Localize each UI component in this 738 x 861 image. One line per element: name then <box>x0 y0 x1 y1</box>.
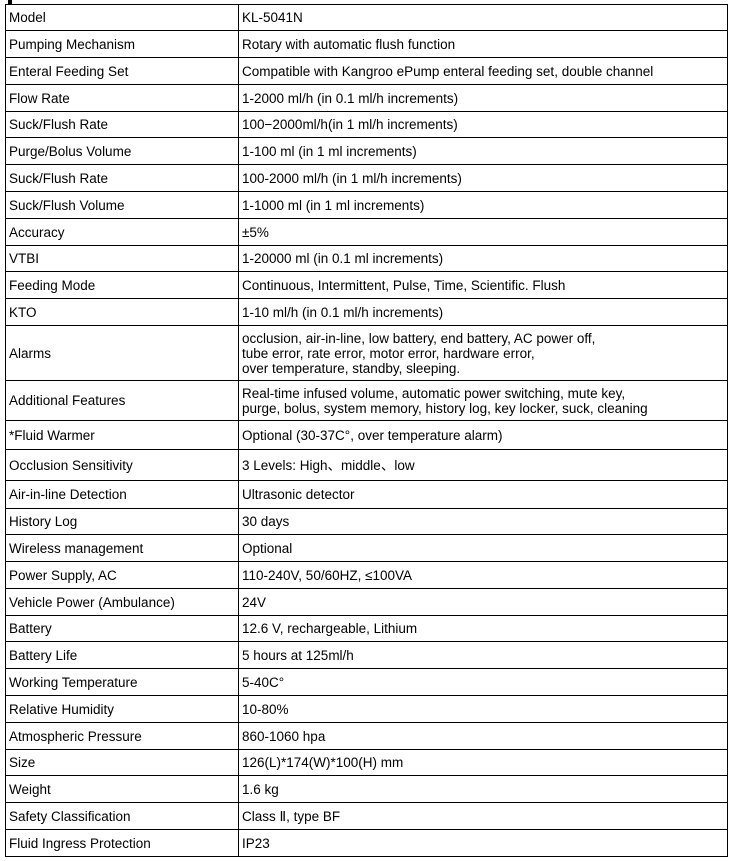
table-row: Working Temperature 5-40C° <box>5 668 728 696</box>
table-row: Atmospheric Pressure 860-1060 hpa <box>5 722 728 750</box>
spec-label: Size <box>5 749 239 776</box>
spec-label: Suck/Flush Rate <box>5 164 239 192</box>
spec-value: 24V <box>238 588 728 616</box>
spec-value: Real-time infused volume, automatic powe… <box>238 380 728 421</box>
spec-value: 1.6 kg <box>238 775 728 803</box>
table-row: Enteral Feeding Set Compatible with Kangr… <box>5 57 728 85</box>
spec-label: Relative Humidity <box>5 695 239 723</box>
spec-value: ±5% <box>238 218 728 246</box>
table-row: Flow Rate 1-2000 ml/h (in 0.1 ml/h increm… <box>5 84 728 112</box>
spec-label: Model <box>5 4 239 31</box>
spec-label: Occlusion Sensitivity <box>5 449 239 481</box>
spec-value: 5 hours at 125ml/h <box>238 641 728 669</box>
spec-label: Suck/Flush Rate <box>5 111 239 138</box>
spec-label: Battery <box>5 615 239 642</box>
spec-value: 126(L)*174(W)*100(H) mm <box>238 749 728 776</box>
table-row: Accuracy ±5% <box>5 218 728 246</box>
spec-label: Battery Life <box>5 641 239 669</box>
spec-value: Ultrasonic detector <box>238 480 728 509</box>
table-row: Fluid Ingress Protection IP23 <box>5 829 728 857</box>
spec-label: Accuracy <box>5 218 239 246</box>
spec-value: Class Ⅱ, type BF <box>238 802 728 830</box>
spec-label: Wireless management <box>5 534 239 562</box>
spec-label: *Fluid Warmer <box>5 420 239 450</box>
spec-value: occlusion, air-in-line, low battery, end… <box>238 325 728 381</box>
spec-value: 10-80% <box>238 695 728 723</box>
spec-label: Atmospheric Pressure <box>5 722 239 750</box>
spec-value: 1-20000 ml (in 0.1 ml increments) <box>238 245 728 272</box>
spec-value: Rotary with automatic flush function <box>238 30 728 58</box>
spec-value: 1-100 ml (in 1 ml increments) <box>238 137 728 165</box>
spec-value: 1-2000 ml/h (in 0.1 ml/h increments) <box>238 84 728 112</box>
table-row: Model KL-5041N <box>5 4 728 31</box>
spec-value: 100-2000 ml/h (in 1 ml/h increments) <box>238 164 728 192</box>
table-row: VTBI 1-20000 ml (in 0.1 ml increments) <box>5 245 728 272</box>
table-row: Suck/Flush Rate 100−2000ml/h(in 1 ml/h in… <box>5 111 728 138</box>
table-row: Battery Life 5 hours at 125ml/h <box>5 641 728 669</box>
spec-label: Flow Rate <box>5 84 239 112</box>
spec-value: 110-240V, 50/60HZ, ≤100VA <box>238 561 728 589</box>
spec-label: Alarms <box>5 325 239 381</box>
spec-value: Continuous, Intermittent, Pulse, Time, S… <box>238 271 728 299</box>
spec-label: Vehicle Power (Ambulance) <box>5 588 239 616</box>
spec-label: Fluid Ingress Protection <box>5 829 239 857</box>
spec-label: Safety Classification <box>5 802 239 830</box>
table-row: Suck/Flush Volume 1-1000 ml (in 1 ml incr… <box>5 191 728 219</box>
table-row: Relative Humidity 10-80% <box>5 695 728 723</box>
spec-value: IP23 <box>238 829 728 857</box>
table-row: Safety Classification Class Ⅱ, type BF <box>5 802 728 830</box>
spec-value: KL-5041N <box>238 4 728 31</box>
table-row: Occlusion Sensitivity 3 Levels: High、midd… <box>5 449 728 481</box>
spec-value: 1-1000 ml (in 1 ml increments) <box>238 191 728 219</box>
table-row: History Log 30 days <box>5 508 728 535</box>
spec-label: Suck/Flush Volume <box>5 191 239 219</box>
specifications-table: Model KL-5041N Pumping Mechanism Rotary wit… <box>5 4 728 857</box>
spec-label: Purge/Bolus Volume <box>5 137 239 165</box>
table-row: Purge/Bolus Volume 1-100 ml (in 1 ml incr… <box>5 137 728 165</box>
table-row: Feeding Mode Continuous, Intermittent, Pu… <box>5 271 728 299</box>
table-row: Battery 12.6 V, rechargeable, Lithium <box>5 615 728 642</box>
spec-label: Additional Features <box>5 380 239 421</box>
spec-value: 12.6 V, rechargeable, Lithium <box>238 615 728 642</box>
table-row: Pumping Mechanism Rotary with automatic f… <box>5 30 728 58</box>
spec-value: 3 Levels: High、middle、low <box>238 449 728 481</box>
table-row: Weight 1.6 kg <box>5 775 728 803</box>
table-row: Alarms occlusion, air-in-line, low batter… <box>5 325 728 381</box>
spec-label: Weight <box>5 775 239 803</box>
spec-value: Compatible with Kangroo ePump enteral fe… <box>238 57 728 85</box>
table-row: *Fluid Warmer Optional (30-37C°, over tem… <box>5 420 728 450</box>
spec-label: Power Supply, AC <box>5 561 239 589</box>
table-row: Vehicle Power (Ambulance) 24V <box>5 588 728 616</box>
cropped-heading-fragment <box>8 0 12 5</box>
spec-value: 860-1060 hpa <box>238 722 728 750</box>
table-row: Wireless management Optional <box>5 534 728 562</box>
spec-value: 100−2000ml/h(in 1 ml/h increments) <box>238 111 728 138</box>
table-row: Air-in-line Detection Ultrasonic detector <box>5 480 728 509</box>
table-row: Suck/Flush Rate 100-2000 ml/h (in 1 ml/h … <box>5 164 728 192</box>
table-row: Additional Features Real-time infused vol… <box>5 380 728 421</box>
spec-value: 1-10 ml/h (in 0.1 ml/h increments) <box>238 298 728 326</box>
table-row: Size 126(L)*174(W)*100(H) mm <box>5 749 728 776</box>
spec-value: Optional (30-37C°, over temperature alar… <box>238 420 728 450</box>
spec-value: 5-40C° <box>238 668 728 696</box>
spec-value: 30 days <box>238 508 728 535</box>
table-row: KTO 1-10 ml/h (in 0.1 ml/h increments) <box>5 298 728 326</box>
spec-value: Optional <box>238 534 728 562</box>
spec-label: KTO <box>5 298 239 326</box>
spec-label: Working Temperature <box>5 668 239 696</box>
spec-label: Air-in-line Detection <box>5 480 239 509</box>
spec-label: Enteral Feeding Set <box>5 57 239 85</box>
spec-label: Feeding Mode <box>5 271 239 299</box>
spec-label: Pumping Mechanism <box>5 30 239 58</box>
table-row: Power Supply, AC 110-240V, 50/60HZ, ≤100V… <box>5 561 728 589</box>
spec-label: History Log <box>5 508 239 535</box>
spec-label: VTBI <box>5 245 239 272</box>
